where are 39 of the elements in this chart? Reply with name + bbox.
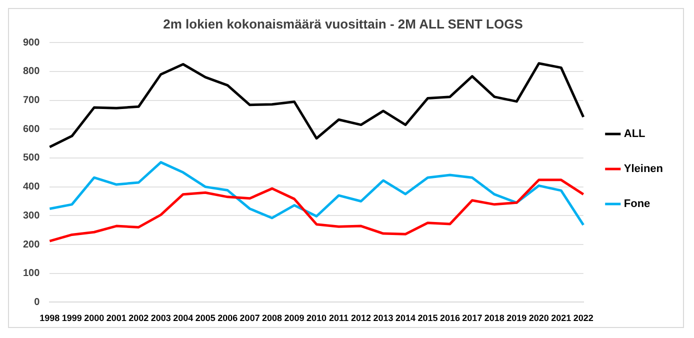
x-tick-label: 2004 xyxy=(173,313,194,324)
x-tick-label: 2018 xyxy=(484,313,504,324)
y-tick-label: 300 xyxy=(22,210,40,222)
x-tick-label: 2001 xyxy=(106,313,126,324)
y-tick-label: 600 xyxy=(22,124,40,135)
chart-title: 2m lokien kokonaismäärä vuosittain - 2M ALL SENT LOGS xyxy=(163,16,524,32)
x-tick-label: 2014 xyxy=(395,313,416,324)
x-tick-label: 2013 xyxy=(373,313,394,324)
legend-label: Yleinen xyxy=(624,163,664,176)
x-tick-label: 2007 xyxy=(240,313,260,324)
x-tick-label: 2017 xyxy=(462,313,482,324)
y-tick-label: 0 xyxy=(34,296,40,308)
y-tick-label: 900 xyxy=(22,37,40,48)
y-tick-label: 500 xyxy=(22,152,40,164)
y-tick-label: 800 xyxy=(22,66,40,78)
x-tick-label: 2000 xyxy=(84,313,104,324)
x-tick-label: 2016 xyxy=(440,313,460,324)
x-tick-label: 2020 xyxy=(528,313,549,324)
x-tick-label: 2022 xyxy=(573,313,594,324)
x-tick-label: 2002 xyxy=(128,313,149,324)
x-tick-label: 1999 xyxy=(62,313,82,324)
x-tick-label: 2006 xyxy=(218,313,238,324)
x-tick-label: 2015 xyxy=(418,313,438,324)
x-tick-label: 2009 xyxy=(284,313,304,324)
x-tick-label: 2021 xyxy=(551,313,572,324)
y-tick-label: 200 xyxy=(22,239,40,250)
x-tick-label: 2019 xyxy=(506,313,527,324)
x-tick-label: 2012 xyxy=(350,313,372,324)
x-tick-label: 2010 xyxy=(306,313,327,324)
y-tick-label: 400 xyxy=(22,182,40,193)
x-tick-label: 2011 xyxy=(329,313,349,324)
legend-label: ALL xyxy=(624,128,646,140)
x-tick-label: 1998 xyxy=(40,313,60,324)
x-tick-label: 2003 xyxy=(150,313,171,324)
y-tick-label: 100 xyxy=(22,268,40,280)
x-tick-label: 2005 xyxy=(195,313,216,324)
x-tick-label: 2008 xyxy=(262,313,282,324)
legend-label: Fone xyxy=(624,198,650,210)
y-tick-label: 700 xyxy=(22,95,40,106)
